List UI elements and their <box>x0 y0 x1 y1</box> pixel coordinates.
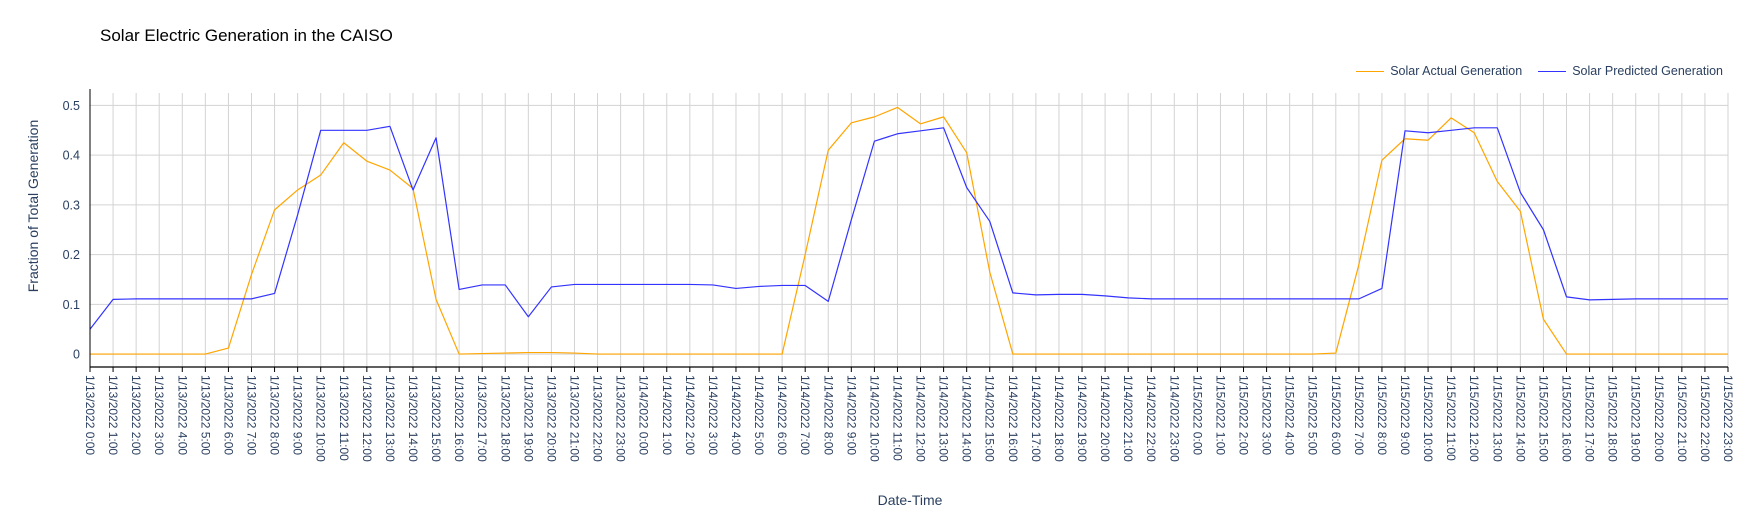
x-tick-label: 1/15/2022 15:00 <box>1536 375 1550 462</box>
y-tick-label: 0.4 <box>63 149 80 163</box>
x-tick-label: 1/14/2022 9:00 <box>844 375 858 455</box>
x-tick-label: 1/15/2022 23:00 <box>1721 375 1735 462</box>
x-tick-label: 1/13/2022 4:00 <box>175 375 189 455</box>
y-tick-label: 0.3 <box>63 198 80 212</box>
legend-label-predicted: Solar Predicted Generation <box>1572 64 1723 78</box>
x-tick-label: 1/13/2022 0:00 <box>83 375 97 455</box>
legend-item-actual[interactable]: Solar Actual Generation <box>1356 64 1522 78</box>
x-tick-label: 1/15/2022 11:00 <box>1444 375 1458 461</box>
x-tick-label: 1/14/2022 3:00 <box>706 375 720 455</box>
x-tick-label: 1/13/2022 23:00 <box>614 375 628 462</box>
x-tick-label: 1/13/2022 19:00 <box>521 375 535 462</box>
x-tick-label: 1/13/2022 2:00 <box>129 375 143 455</box>
x-tick-label: 1/15/2022 17:00 <box>1583 375 1597 462</box>
x-tick-label: 1/13/2022 1:00 <box>106 375 120 455</box>
x-tick-label: 1/14/2022 1:00 <box>660 375 674 455</box>
x-tick-label: 1/14/2022 10:00 <box>867 375 881 462</box>
x-tick-label: 1/13/2022 7:00 <box>244 375 258 455</box>
x-tick-label: 1/15/2022 14:00 <box>1513 375 1527 462</box>
x-tick-label: 1/13/2022 12:00 <box>360 375 374 462</box>
x-tick-label: 1/13/2022 3:00 <box>152 375 166 455</box>
x-tick-label: 1/15/2022 10:00 <box>1421 375 1435 462</box>
x-tick-label: 1/14/2022 14:00 <box>960 375 974 462</box>
axes: 0 0.1 0.2 0.3 0.4 0.5 1/13/2022 0:00 1/13/2022 … <box>63 89 1735 462</box>
x-tick-label: 1/15/2022 20:00 <box>1652 375 1666 462</box>
x-tick-label: 1/15/2022 1:00 <box>1213 375 1227 455</box>
x-tick-label: 1/13/2022 14:00 <box>406 375 420 462</box>
x-tick-label: 1/15/2022 6:00 <box>1329 375 1343 455</box>
x-tick-label: 1/14/2022 22:00 <box>1144 375 1158 462</box>
x-tick-label: 1/14/2022 0:00 <box>637 375 651 455</box>
chart-title: Solar Electric Generation in the CAISO <box>100 26 393 45</box>
x-tick-label: 1/14/2022 7:00 <box>798 375 812 455</box>
x-tick-label: 1/13/2022 5:00 <box>198 375 212 455</box>
x-tick-label: 1/13/2022 17:00 <box>475 375 489 462</box>
x-tick-label: 1/13/2022 20:00 <box>544 375 558 462</box>
x-tick-label: 1/14/2022 21:00 <box>1121 375 1135 462</box>
y-tick-label: 0.5 <box>63 99 80 113</box>
x-tick-label: 1/14/2022 15:00 <box>983 375 997 462</box>
x-tick-label: 1/15/2022 13:00 <box>1490 375 1504 462</box>
x-tick-label: 1/15/2022 2:00 <box>1237 375 1251 455</box>
x-tick-label: 1/15/2022 9:00 <box>1398 375 1412 455</box>
legend: Solar Actual Generation Solar Predicted … <box>1356 64 1723 78</box>
x-tick-label: 1/13/2022 21:00 <box>567 375 581 462</box>
x-tick-label: 1/14/2022 18:00 <box>1052 375 1066 462</box>
x-tick-label: 1/15/2022 19:00 <box>1629 375 1643 462</box>
x-tick-label: 1/13/2022 16:00 <box>452 375 466 462</box>
series-line-predicted <box>89 125 1728 330</box>
x-tick-label: 1/13/2022 8:00 <box>268 375 282 455</box>
x-tick-label: 1/15/2022 4:00 <box>1283 375 1297 455</box>
series-lines <box>89 106 1728 355</box>
x-tick-label: 1/15/2022 16:00 <box>1560 375 1574 462</box>
x-tick-label: 1/15/2022 7:00 <box>1352 375 1366 455</box>
x-tick-label: 1/14/2022 5:00 <box>752 375 766 455</box>
legend-item-predicted[interactable]: Solar Predicted Generation <box>1538 64 1723 78</box>
series-line-actual <box>90 106 1728 355</box>
x-tick-label: 1/15/2022 21:00 <box>1675 375 1689 462</box>
x-tick-label: 1/14/2022 8:00 <box>821 375 835 455</box>
x-tick-label: 1/15/2022 3:00 <box>1260 375 1274 455</box>
legend-label-actual: Solar Actual Generation <box>1390 64 1523 78</box>
x-tick-label: 1/15/2022 8:00 <box>1375 375 1389 455</box>
grid <box>90 93 1729 367</box>
x-tick-label: 1/13/2022 11:00 <box>337 375 351 461</box>
x-tick-label: 1/14/2022 20:00 <box>1098 375 1112 462</box>
x-tick-label: 1/14/2022 11:00 <box>890 375 904 461</box>
x-tick-label: 1/15/2022 0:00 <box>1190 375 1204 455</box>
x-tick-label: 1/13/2022 13:00 <box>383 375 397 462</box>
x-tick-label: 1/14/2022 12:00 <box>914 375 928 462</box>
x-tick-label: 1/14/2022 2:00 <box>683 375 697 455</box>
x-tick-label: 1/13/2022 10:00 <box>314 375 328 462</box>
x-tick-label: 1/14/2022 4:00 <box>729 375 743 455</box>
legend-swatch-predicted <box>1538 70 1567 72</box>
y-axis-title: Fraction of Total Generation <box>25 120 41 293</box>
x-tick-label: 1/14/2022 23:00 <box>1167 375 1181 462</box>
x-tick-label: 1/13/2022 22:00 <box>591 375 605 462</box>
x-tick-label: 1/15/2022 18:00 <box>1606 375 1620 462</box>
x-tick-label: 1/15/2022 22:00 <box>1698 375 1712 462</box>
x-axis-title: Date-Time <box>878 492 943 508</box>
y-tick-label: 0 <box>73 348 80 362</box>
x-tick-label: 1/13/2022 9:00 <box>291 375 305 455</box>
x-tick-label: 1/14/2022 16:00 <box>1006 375 1020 462</box>
y-tick-label: 0.2 <box>63 248 80 262</box>
x-tick-label: 1/13/2022 15:00 <box>429 375 443 462</box>
x-tick-label: 1/13/2022 18:00 <box>498 375 512 462</box>
y-tick-label: 0.1 <box>63 298 80 312</box>
x-tick-label: 1/14/2022 17:00 <box>1029 375 1043 462</box>
x-tick-label: 1/14/2022 13:00 <box>937 375 951 462</box>
x-tick-label: 1/14/2022 19:00 <box>1075 375 1089 462</box>
x-tick-label: 1/15/2022 12:00 <box>1467 375 1481 462</box>
x-tick-label: 1/13/2022 6:00 <box>221 375 235 455</box>
x-tick-label: 1/14/2022 6:00 <box>775 375 789 455</box>
x-tick-label: 1/15/2022 5:00 <box>1306 375 1320 455</box>
legend-swatch-actual <box>1356 70 1385 72</box>
